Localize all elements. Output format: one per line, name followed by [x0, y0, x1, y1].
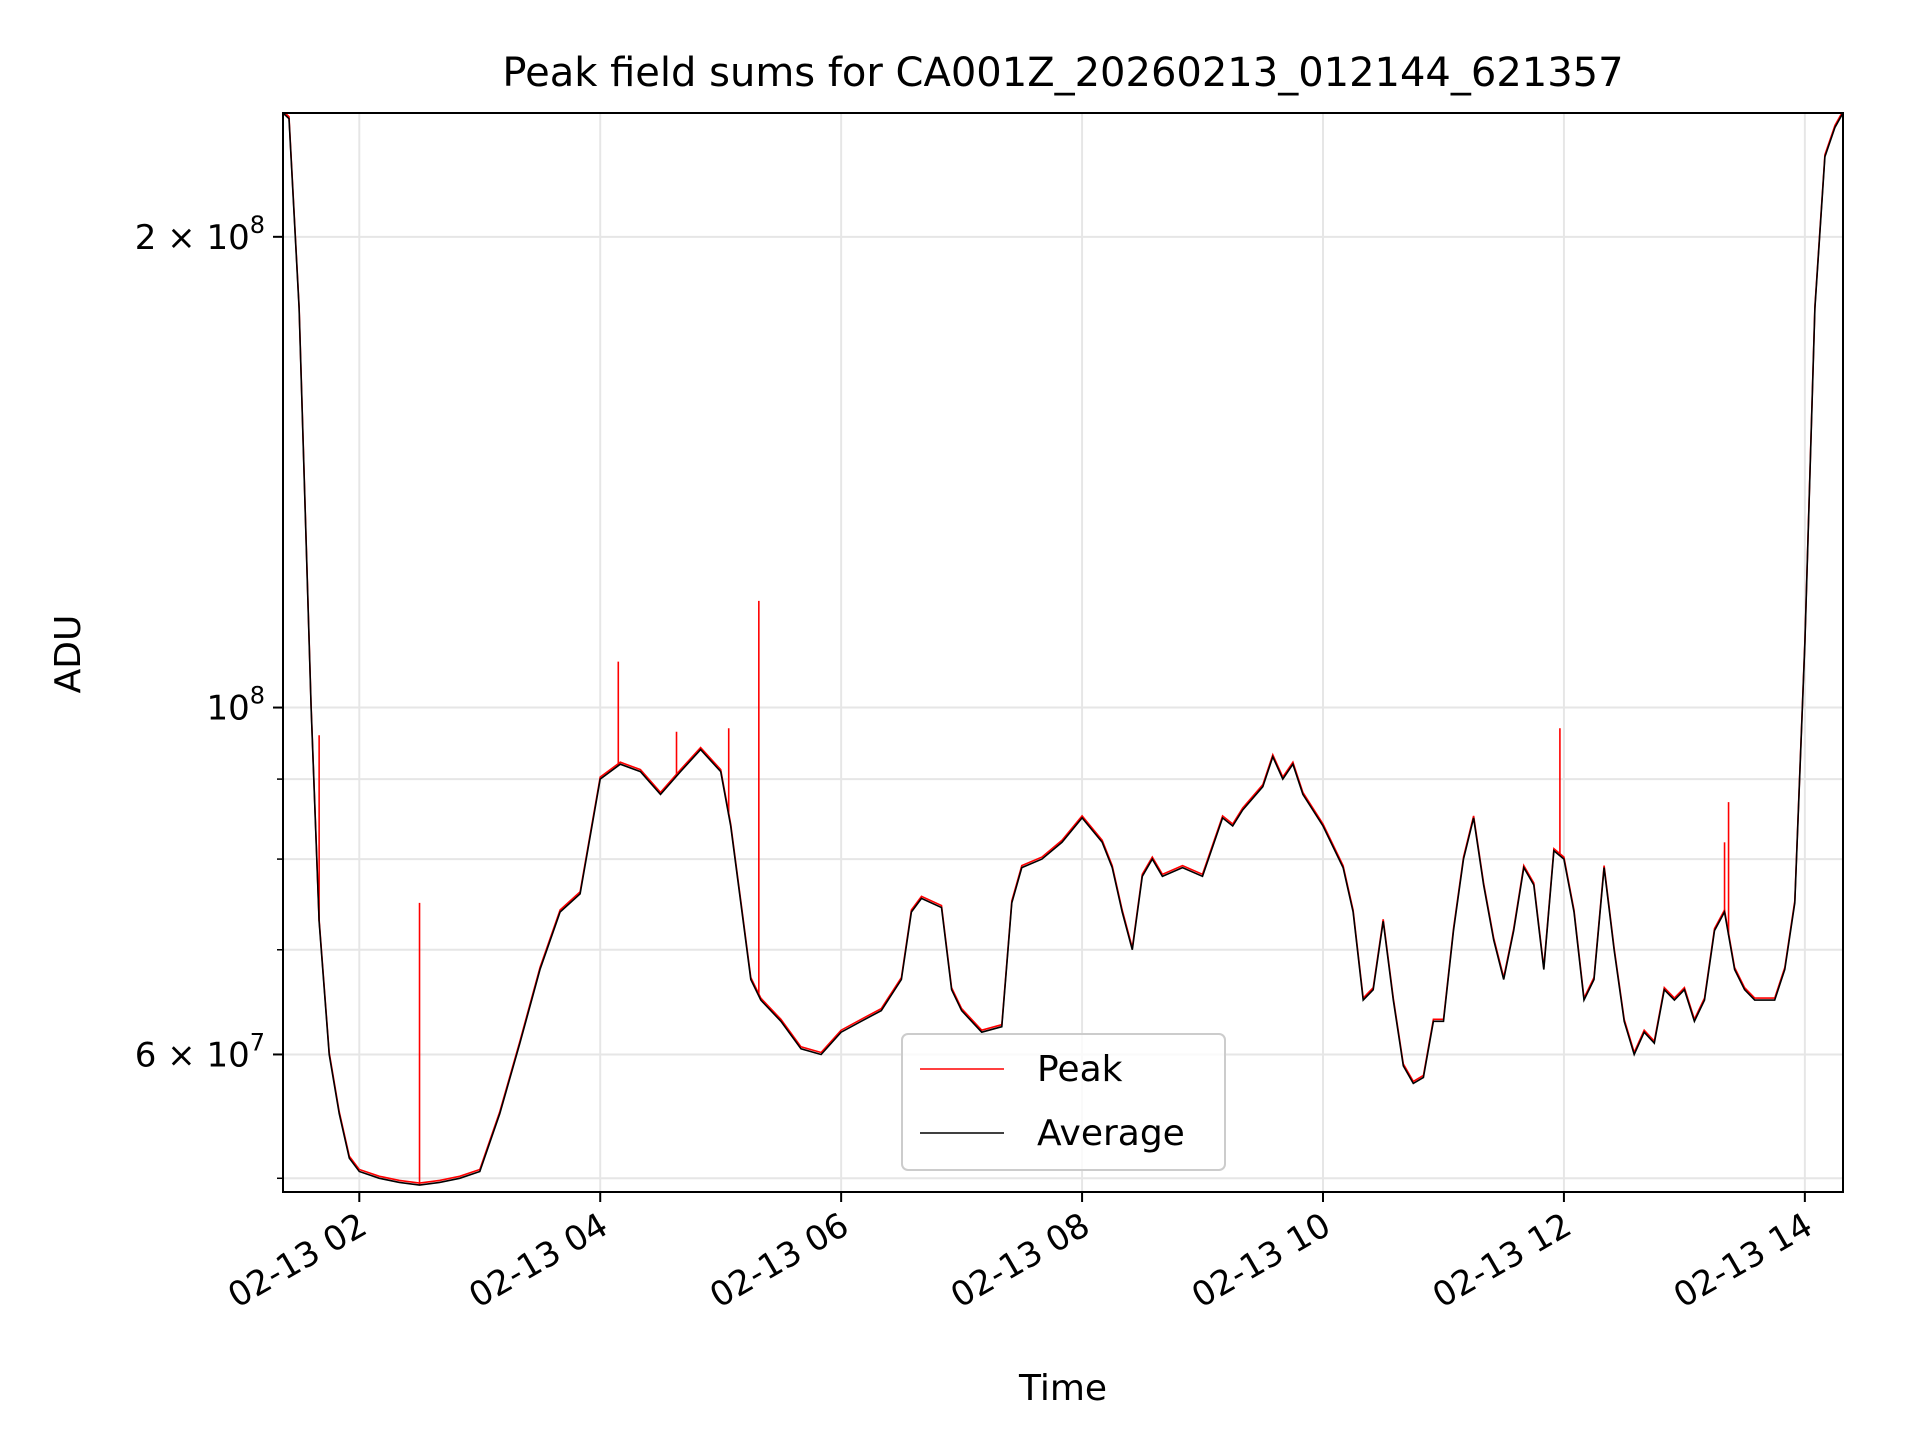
average-series-line: [283, 113, 1843, 1186]
plot-series: [283, 113, 1843, 1186]
y-tick-label: 2 × 108: [135, 211, 265, 258]
plot-frame: [282, 112, 1844, 1193]
legend-box: [901, 1033, 1226, 1171]
x-axis-label: Time: [1018, 1368, 1107, 1409]
y-tick-label: 6 × 107: [135, 1028, 265, 1075]
legend-label-peak: Peak: [1037, 1049, 1123, 1090]
legend: Peak Average: [901, 1033, 1226, 1171]
legend-label-average: Average: [1037, 1113, 1185, 1154]
y-axis-label: ADU: [48, 615, 89, 694]
y-tick-label: 108: [206, 682, 265, 729]
chart-title: Peak field sums for CA001Z_20260213_0121…: [502, 50, 1623, 96]
